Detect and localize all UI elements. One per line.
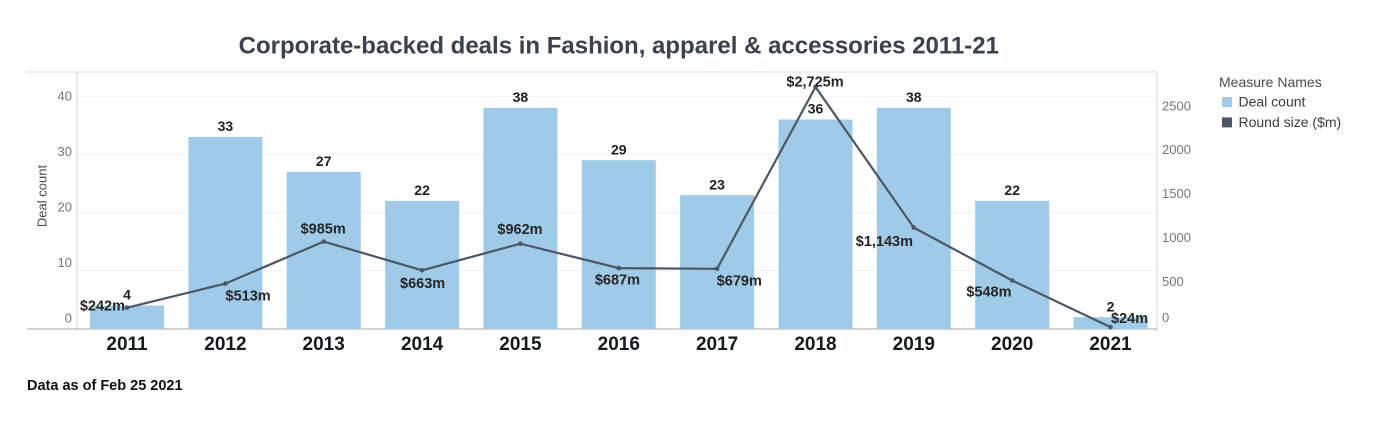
svg-text:Deal count: Deal count — [1239, 94, 1306, 110]
svg-text:Round size ($m): Round size ($m) — [1239, 114, 1342, 130]
svg-text:2016: 2016 — [598, 334, 640, 355]
svg-text:Measure Names: Measure Names — [1219, 74, 1322, 90]
svg-text:33: 33 — [218, 118, 234, 134]
svg-text:0: 0 — [1162, 310, 1169, 325]
svg-text:2500: 2500 — [1162, 99, 1191, 114]
svg-text:2018: 2018 — [794, 334, 836, 355]
svg-text:29: 29 — [611, 141, 627, 157]
svg-text:2021: 2021 — [1089, 334, 1132, 355]
svg-text:2013: 2013 — [303, 334, 345, 355]
svg-text:2: 2 — [1107, 298, 1115, 314]
svg-text:20: 20 — [58, 199, 72, 214]
svg-text:22: 22 — [1004, 182, 1020, 198]
svg-text:Corporate-backed deals in Fash: Corporate-backed deals in Fashion, appar… — [239, 32, 999, 59]
svg-text:$663m: $663m — [400, 276, 445, 292]
svg-text:$513m: $513m — [226, 289, 271, 305]
svg-text:30: 30 — [58, 144, 72, 159]
svg-text:$1,143m: $1,143m — [856, 234, 913, 250]
svg-text:2011: 2011 — [106, 334, 148, 355]
svg-text:$679m: $679m — [717, 274, 762, 290]
svg-text:2012: 2012 — [204, 334, 246, 355]
svg-text:1500: 1500 — [1162, 186, 1191, 201]
svg-text:2017: 2017 — [696, 334, 738, 355]
svg-text:0: 0 — [65, 310, 72, 325]
svg-text:$242m: $242m — [80, 299, 125, 315]
svg-text:2014: 2014 — [401, 334, 444, 355]
svg-text:38: 38 — [906, 89, 922, 105]
svg-text:Deal count: Deal count — [35, 165, 50, 228]
svg-text:36: 36 — [808, 101, 824, 117]
svg-text:40: 40 — [58, 88, 72, 103]
svg-text:$687m: $687m — [595, 273, 640, 289]
svg-text:2000: 2000 — [1162, 142, 1191, 157]
svg-text:2015: 2015 — [499, 334, 542, 355]
svg-text:Data as of Feb 25 2021: Data as of Feb 25 2021 — [27, 378, 183, 394]
svg-text:2020: 2020 — [991, 334, 1033, 355]
svg-text:4: 4 — [123, 287, 131, 303]
svg-text:2019: 2019 — [893, 334, 935, 355]
svg-text:1000: 1000 — [1162, 230, 1191, 245]
svg-text:27: 27 — [316, 153, 332, 169]
svg-text:10: 10 — [58, 255, 72, 270]
svg-text:$24m: $24m — [1111, 311, 1148, 327]
svg-text:$2,725m: $2,725m — [786, 75, 843, 91]
svg-text:23: 23 — [709, 176, 725, 192]
svg-text:38: 38 — [513, 89, 529, 105]
svg-text:$985m: $985m — [301, 222, 346, 238]
svg-text:500: 500 — [1162, 274, 1184, 289]
svg-text:$962m: $962m — [497, 222, 542, 238]
svg-text:22: 22 — [414, 182, 430, 198]
svg-text:$548m: $548m — [966, 285, 1011, 301]
